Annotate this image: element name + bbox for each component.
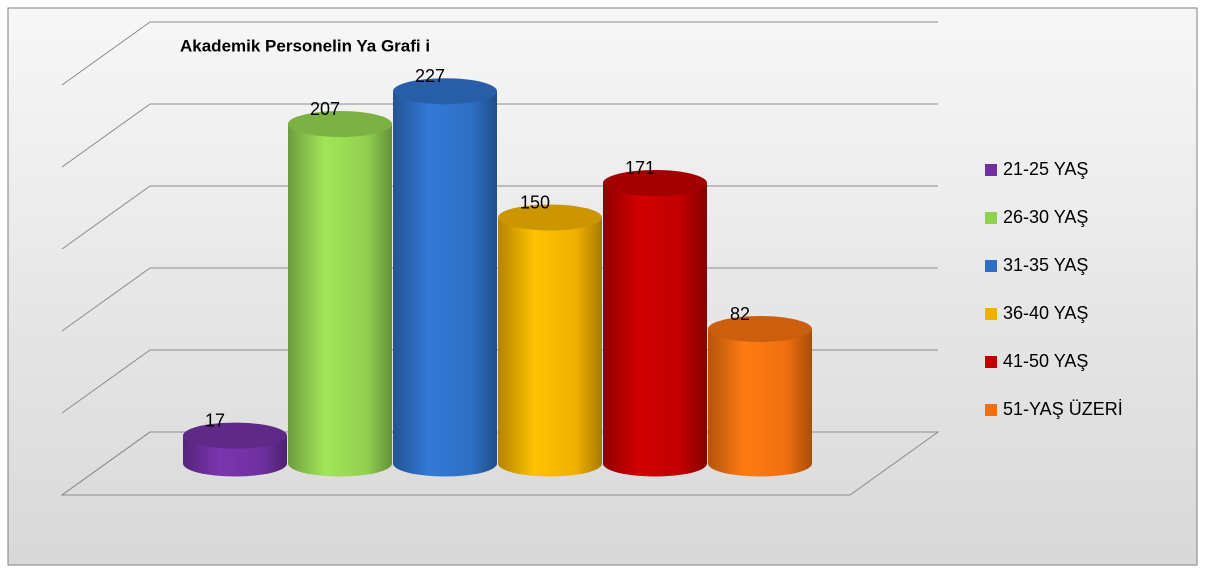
bar	[498, 217, 602, 477]
legend-label: 21-25 YAŞ	[1003, 159, 1088, 179]
data-label: 207	[310, 99, 340, 119]
bar	[393, 91, 497, 477]
legend-label: 26-30 YAŞ	[1003, 207, 1088, 227]
data-label: 82	[730, 304, 750, 324]
bar-top	[603, 170, 707, 197]
chart-frame	[7, 7, 1198, 566]
legend-swatch	[985, 260, 997, 272]
cylinder: 82	[708, 304, 812, 477]
bar-top	[498, 204, 602, 231]
cylinder: 207	[288, 99, 392, 477]
bar	[288, 124, 392, 477]
grid-line	[61, 103, 938, 168]
cylinder: 171	[603, 158, 707, 477]
bar	[603, 183, 707, 477]
bar-top	[393, 78, 497, 105]
legend-swatch	[985, 212, 997, 224]
legend-label: 36-40 YAŞ	[1003, 303, 1088, 323]
grid-line	[61, 21, 938, 86]
plot-area: 17 207 227 150 171 82	[60, 21, 940, 496]
legend-label: 31-35 YAŞ	[1003, 255, 1088, 275]
legend-swatch	[985, 356, 997, 368]
bar-top	[288, 111, 392, 138]
legend-swatch	[985, 164, 997, 176]
data-label: 150	[520, 192, 550, 212]
data-label: 227	[415, 66, 445, 86]
legend-label: 41-50 YAŞ	[1003, 351, 1088, 371]
cylinder: 150	[498, 192, 602, 477]
legend-swatch	[985, 308, 997, 320]
legend-swatch	[985, 404, 997, 416]
bar-top	[708, 316, 812, 343]
bar	[708, 329, 812, 477]
legend-label: 51-YAŞ ÜZERİ	[1003, 399, 1123, 419]
cylinder: 227	[393, 66, 497, 477]
data-label: 171	[625, 158, 655, 178]
cylinder: 17	[183, 410, 287, 477]
data-label: 17	[205, 410, 225, 430]
bar-top	[183, 422, 287, 449]
chart-title: Akademik Personelin Ya Grafi i	[180, 36, 430, 55]
